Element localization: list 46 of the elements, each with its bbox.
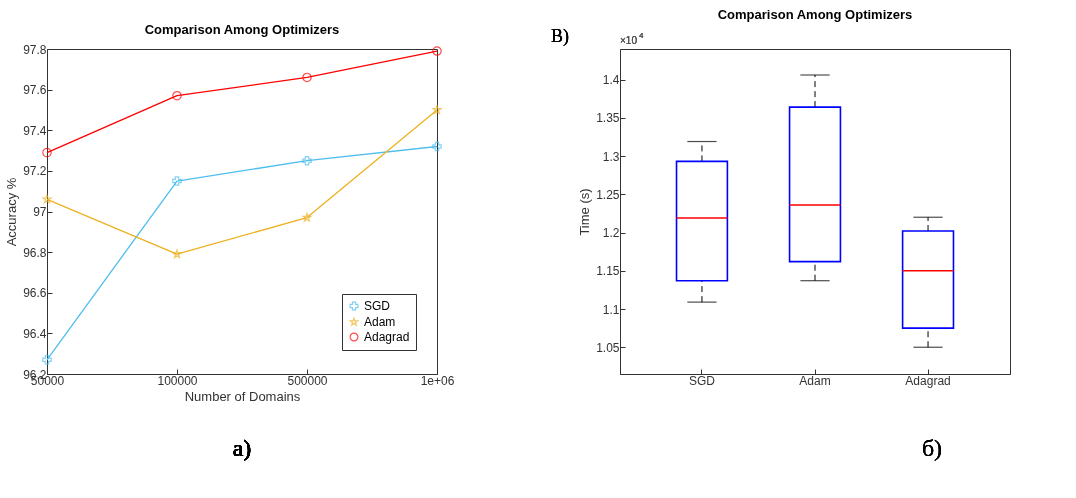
point (172, 90, 182, 101)
y-tick-label: 97.8 (23, 42, 47, 57)
y-tick-label: 1.25 (596, 187, 620, 202)
point (302, 72, 312, 83)
y-axis-title: Time (s) (577, 188, 593, 236)
x-axis-title: Number of Domains (184, 388, 301, 404)
legend-label: Adagrad (364, 330, 410, 344)
text: a) (232, 435, 252, 461)
legend-label: SGD (364, 299, 391, 313)
y-tick-label: 1.15 (596, 264, 620, 279)
point (432, 141, 442, 152)
text: б) (921, 435, 943, 461)
y-tick-label: 1.3 (602, 149, 620, 164)
chart-title: Comparison Among Optimizers (717, 7, 913, 22)
point (302, 155, 312, 166)
y-tick-label: 97 (33, 205, 47, 219)
y-tick-label: 96.8 (23, 245, 47, 260)
y-tick-label: 1.1 (602, 302, 620, 317)
point (42, 194, 52, 204)
point (172, 249, 182, 259)
x-tick-label: Adagrad (905, 373, 951, 388)
chart-title: Comparison Among Optimizers (144, 22, 340, 37)
x-tick-label: SGD (688, 373, 716, 388)
point (432, 46, 442, 56)
y-tick-label: 1.4 (602, 73, 620, 88)
y-tick-label: 97.6 (23, 83, 47, 98)
y-tick-label: 97.4 (23, 123, 47, 138)
y-tick-label: 1.05 (596, 340, 620, 355)
text: B) (551, 26, 570, 47)
x-tick-label: Adam (799, 373, 831, 388)
y-tick-label: 1.2 (602, 226, 620, 241)
x-tick-label: 500000 (287, 373, 328, 388)
y-tick-label: 97.2 (23, 164, 47, 179)
point (42, 147, 52, 158)
y-tick-label: 96.6 (23, 286, 47, 301)
x-tick-label: 1e+06 (420, 373, 455, 388)
y-tick-label: 1.35 (596, 111, 620, 126)
y-axis-title: Accuracy % (4, 177, 20, 247)
point (432, 105, 442, 114)
legend-label: Adam (364, 315, 396, 329)
text: ×104 (620, 31, 644, 46)
point (302, 212, 312, 222)
x-tick-label: 100000 (157, 373, 198, 388)
y-tick-label: 96.4 (23, 326, 47, 341)
point (172, 176, 182, 186)
point (42, 355, 52, 365)
